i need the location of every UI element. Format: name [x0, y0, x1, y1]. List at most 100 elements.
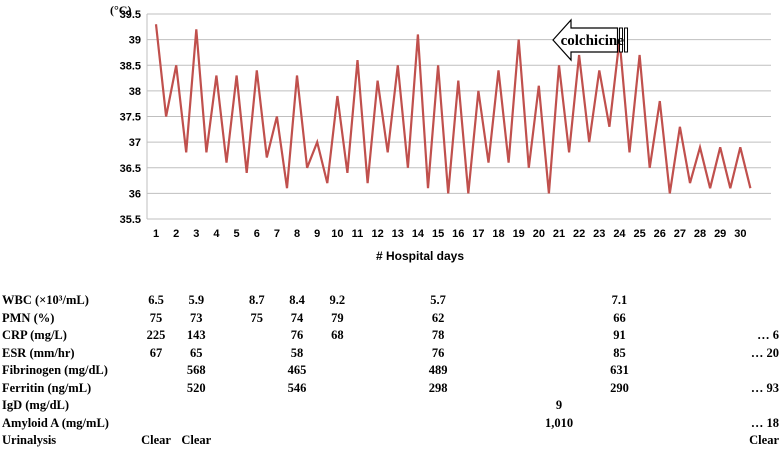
lab-trailing-value: Clear: [749, 433, 779, 447]
x-tick-label: 29: [714, 228, 726, 240]
lab-value: 65: [190, 345, 203, 360]
lab-value: 225: [146, 328, 166, 342]
arrow-tail-bar: [624, 27, 629, 53]
x-tick-label: 27: [674, 228, 686, 240]
y-tick-label: 37: [129, 137, 141, 149]
lab-row-label: ESR (mm/hr): [2, 345, 75, 360]
x-tick-label: 8: [294, 228, 300, 240]
lab-value: 1,010: [544, 415, 574, 430]
lab-value: 91: [613, 328, 626, 342]
x-tick-label: 23: [593, 228, 605, 240]
lab-row-label: WBC (×10³/mL): [2, 293, 89, 307]
x-tick-label: 16: [452, 228, 464, 240]
lab-value: 631: [610, 363, 629, 377]
lab-value: 489: [428, 363, 448, 377]
y-tick-label: 36.5: [120, 163, 141, 175]
x-tick-label: 12: [372, 228, 384, 240]
lab-value: 67: [149, 345, 163, 360]
lab-trailing-value: … 93: [750, 380, 779, 395]
lab-value: 85: [613, 345, 626, 360]
x-axis-label: # Hospital days: [376, 249, 464, 263]
y-tick-label: 36: [129, 188, 141, 200]
x-tick-label: 13: [392, 228, 404, 240]
y-tick-label: 39.5: [120, 9, 141, 21]
x-tick-label: 4: [213, 228, 220, 240]
x-tick-label: 18: [492, 228, 504, 240]
x-tick-label: 19: [513, 228, 525, 240]
lab-value: 76: [431, 345, 445, 360]
colchicine-annotation: colchicine: [552, 18, 629, 62]
x-tick-label: 7: [274, 228, 280, 240]
arrow-tail-bar: [619, 27, 624, 53]
lab-row-label: Ferritin (ng/mL): [2, 380, 92, 395]
lab-value: 8.4: [289, 293, 305, 307]
lab-value: 62: [431, 310, 445, 325]
y-tick-label: 37.5: [120, 112, 141, 124]
temperature-series: [154, 24, 752, 194]
lab-row-label: IgD (mg/dL): [2, 398, 70, 412]
temperature-line: [154, 24, 752, 194]
y-tick-label: 38.5: [120, 60, 141, 72]
x-tick-label: 30: [734, 228, 746, 240]
lab-value: 7.1: [611, 293, 628, 307]
x-tick-label: 5: [234, 228, 240, 240]
lab-value: Clear: [181, 433, 212, 447]
lab-value: 78: [431, 328, 445, 342]
x-tick-label: 9: [314, 228, 320, 240]
lab-value: 298: [428, 380, 448, 395]
lab-value: 465: [287, 363, 307, 377]
lab-trailing-value: … 20: [750, 345, 779, 360]
colchicine-label: colchicine: [561, 33, 625, 49]
y-axis-ticks: 35.5 36 36.5 37 37.5 38 38.5 39 39.5: [120, 9, 141, 226]
x-tick-label: 15: [432, 228, 444, 240]
x-tick-label: 22: [573, 228, 585, 240]
lab-trailing-value: … 6: [757, 328, 779, 342]
lab-value: 143: [186, 328, 206, 342]
lab-value: 75: [250, 310, 264, 325]
lab-value: 5.9: [188, 293, 205, 307]
lab-value: 74: [290, 310, 304, 325]
x-tick-label: 14: [412, 228, 425, 240]
x-tick-label: 25: [633, 228, 645, 240]
y-tick-label: 39: [129, 35, 141, 47]
lab-row-label: PMN (%): [2, 310, 55, 325]
x-tick-label: 28: [694, 228, 706, 240]
lab-value: 9: [555, 398, 563, 412]
unit-label: (°C): [110, 3, 131, 17]
x-tick-label: 20: [533, 228, 545, 240]
lab-value: 290: [610, 380, 629, 395]
lab-value: 76: [290, 328, 304, 342]
lab-value: 79: [331, 310, 344, 325]
x-tick-label: 10: [331, 228, 343, 240]
lab-row-label: Amyloid A (mg/mL): [2, 415, 109, 430]
lab-value: 6.5: [148, 293, 164, 307]
lab-value: 8.7: [248, 293, 265, 307]
lab-value: 66: [613, 310, 626, 325]
x-tick-label: 24: [613, 228, 626, 240]
x-tick-label: 11: [352, 228, 364, 240]
lab-row-label: CRP (mg/L): [2, 328, 67, 342]
lab-value: Clear: [141, 433, 171, 447]
x-tick-label: 17: [472, 228, 484, 240]
y-tick-label: 38: [129, 86, 141, 98]
colchicine-arrow: [552, 18, 619, 62]
lab-value: 73: [190, 310, 203, 325]
y-tick-label: 35.5: [120, 214, 141, 226]
lab-trailing-value: … 18: [750, 415, 779, 430]
lab-value: 58: [290, 345, 304, 360]
lab-value: 5.7: [430, 293, 446, 307]
lab-value: 546: [287, 380, 307, 395]
lab-value: 520: [186, 380, 206, 395]
x-tick-label: 3: [193, 228, 199, 240]
lab-value: 9.2: [329, 293, 346, 307]
x-tick-label: 1: [153, 228, 159, 240]
lab-value: 568: [186, 363, 206, 377]
x-tick-label: 2: [173, 228, 179, 240]
x-tick-label: 21: [553, 228, 565, 240]
x-axis-ticks: 1 2 3 4 5 6 7 8 9 10 11 12 13 14 15 16 17 18 19 20 21 22 23 24 2…: [153, 228, 747, 240]
lab-value: 68: [331, 328, 344, 342]
x-tick-label: 26: [654, 228, 666, 240]
x-tick-label: 6: [254, 228, 260, 240]
lab-row-label: Urinalysis: [2, 433, 57, 447]
